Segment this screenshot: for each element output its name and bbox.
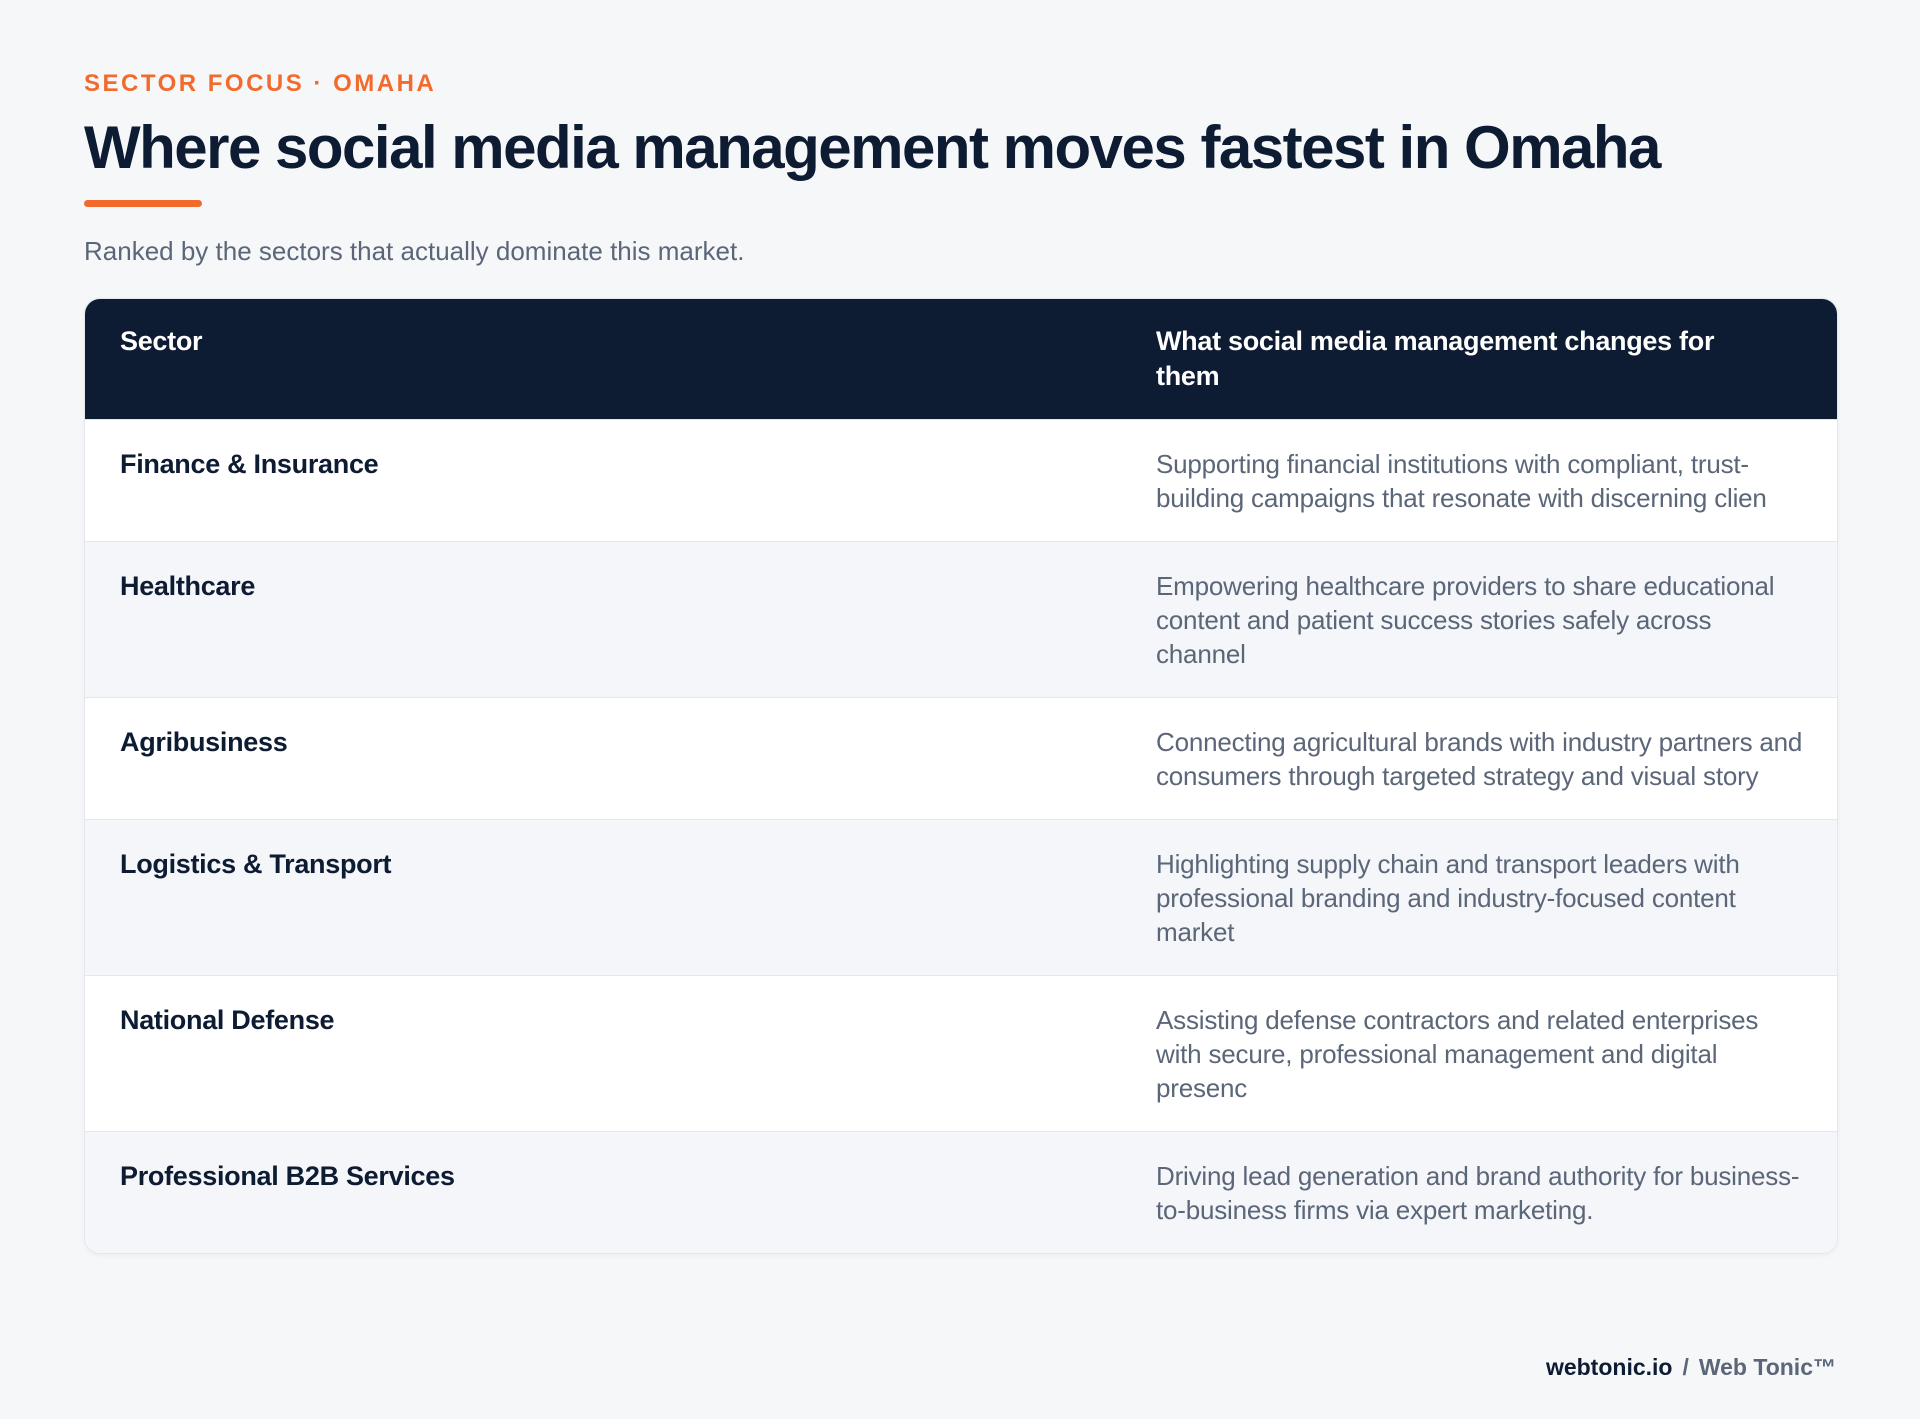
sector-description: Highlighting supply chain and transport … [1121, 819, 1837, 976]
sector-name: Professional B2B Services [85, 1131, 1121, 1253]
table-header-row: Sector What social media management chan… [85, 299, 1837, 420]
sector-name: Agribusiness [85, 697, 1121, 820]
column-header-sector: Sector [120, 326, 203, 356]
footer-brand: Web Tonic™ [1698, 1354, 1836, 1380]
table-row: Logistics & Transport Highlighting suppl… [85, 819, 1837, 976]
sector-description: Supporting financial institutions with c… [1121, 419, 1837, 542]
table-row: Finance & Insurance Supporting financial… [85, 419, 1837, 542]
footer-separator: / [1682, 1354, 1689, 1380]
sector-description: Driving lead generation and brand author… [1121, 1131, 1837, 1253]
eyebrow-label: SECTOR FOCUS · OMAHA [84, 70, 437, 97]
column-header-changes: What social media management changes for… [1156, 326, 1715, 391]
sector-name: National Defense [85, 975, 1121, 1132]
sector-name: Healthcare [85, 541, 1121, 698]
title-accent-divider [84, 200, 202, 207]
table-row: National Defense Assisting defense contr… [85, 975, 1837, 1132]
footer-credit: webtonic.io / Web Tonic™ [1546, 1354, 1836, 1381]
table-header: Sector What social media management chan… [85, 299, 1837, 420]
page-subtitle: Ranked by the sectors that actually domi… [84, 236, 745, 266]
table-row: Agribusiness Connecting agricultural bra… [85, 697, 1837, 820]
footer-domain: webtonic.io [1545, 1354, 1673, 1380]
sector-description: Connecting agricultural brands with indu… [1121, 697, 1837, 820]
page-title: Where social media management moves fast… [84, 114, 1661, 181]
sector-table-card: Sector What social media management chan… [84, 298, 1838, 1254]
sector-description: Assisting defense contractors and relate… [1121, 975, 1837, 1132]
table-body: Finance & Insurance Supporting financial… [85, 419, 1837, 1253]
table-row: Healthcare Empowering healthcare provide… [85, 541, 1837, 698]
sector-table: Sector What social media management chan… [85, 299, 1837, 1253]
sector-description: Empowering healthcare providers to share… [1121, 541, 1837, 698]
sector-name: Finance & Insurance [85, 419, 1121, 542]
table-row: Professional B2B Services Driving lead g… [85, 1131, 1837, 1253]
sector-name: Logistics & Transport [85, 819, 1121, 976]
